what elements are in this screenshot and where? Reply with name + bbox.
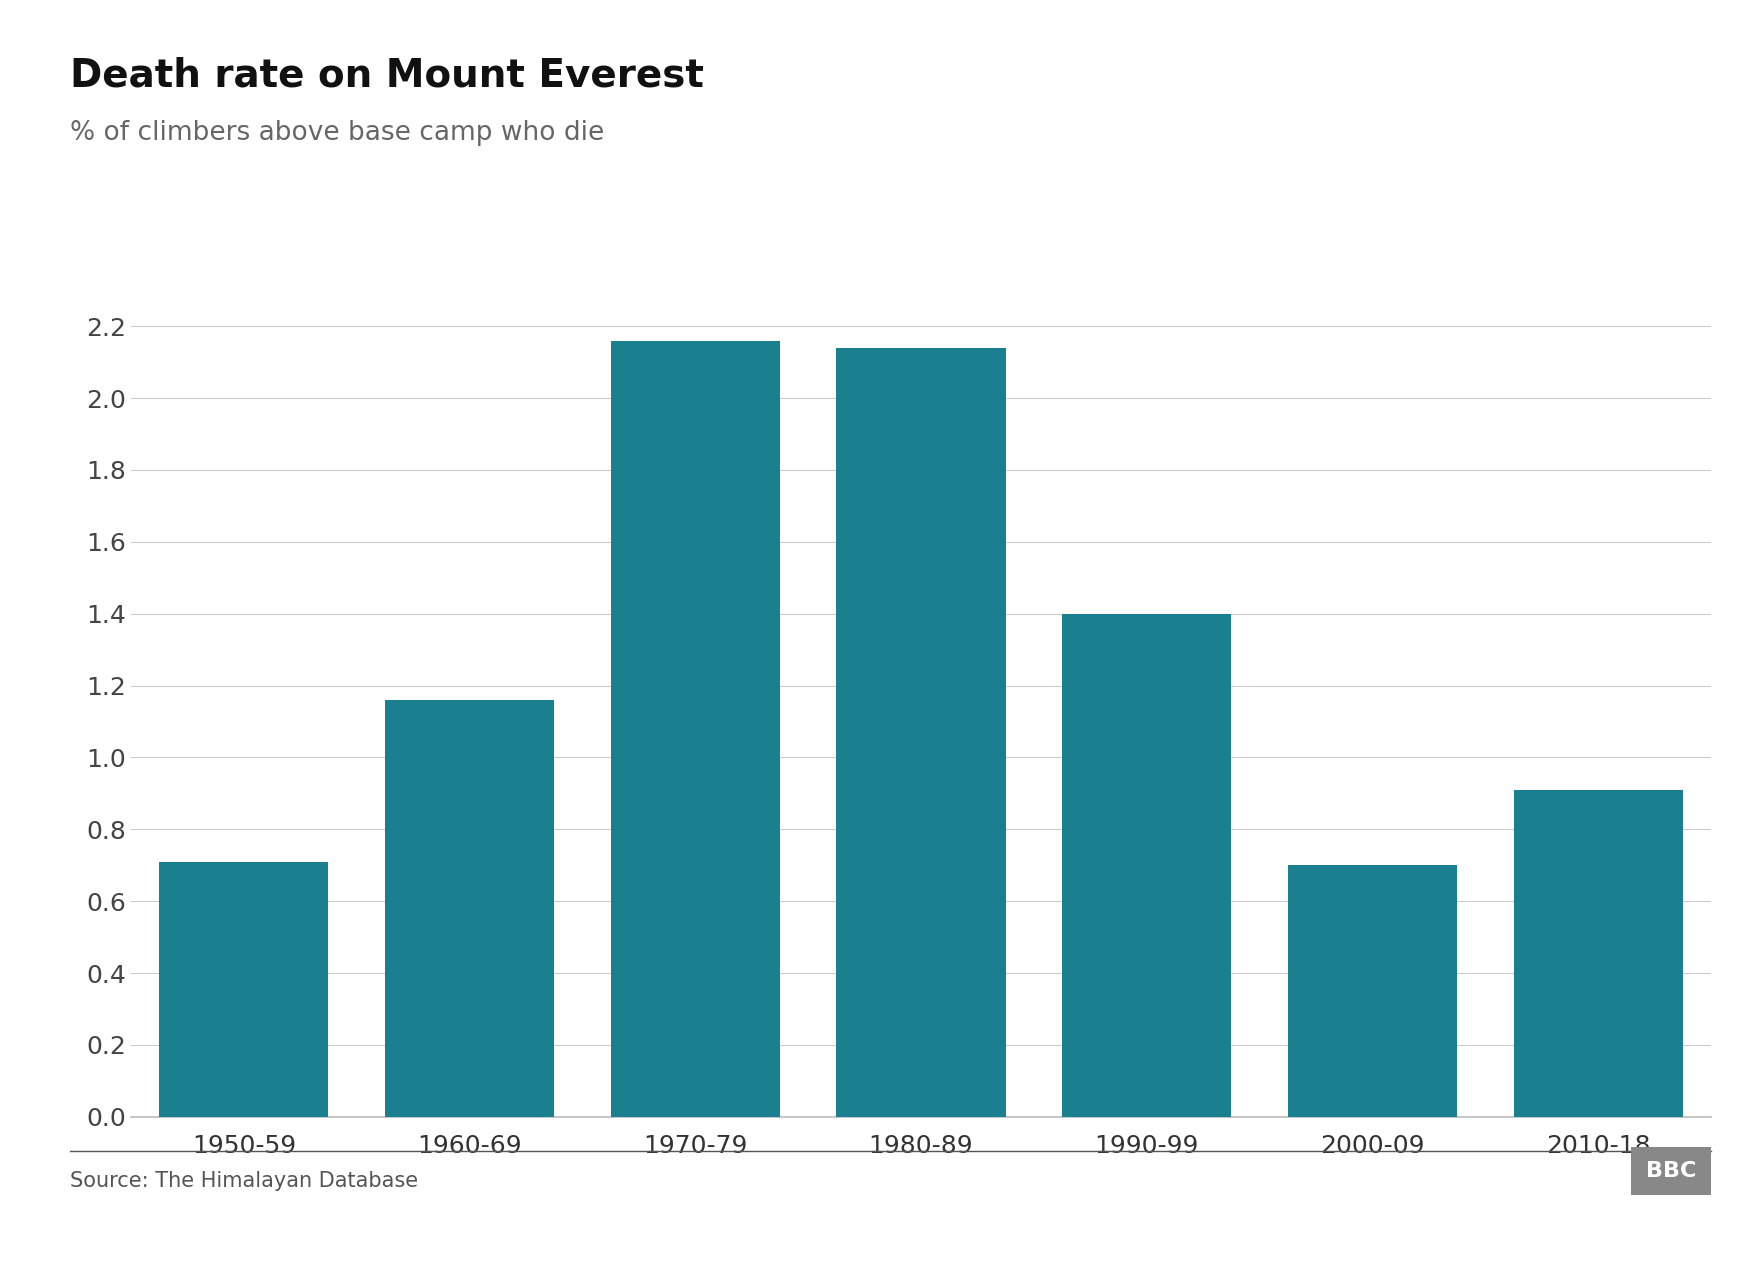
Text: Source: The Himalayan Database: Source: The Himalayan Database (70, 1171, 417, 1191)
Bar (611, 341, 780, 1117)
Text: Death rate on Mount Everest: Death rate on Mount Everest (70, 57, 704, 95)
Bar (1514, 790, 1683, 1117)
Text: % of climbers above base camp who die: % of climbers above base camp who die (70, 120, 604, 146)
Bar (384, 700, 553, 1117)
Bar (1062, 613, 1231, 1117)
Bar (159, 862, 328, 1117)
Bar (836, 348, 1006, 1117)
Bar (1289, 866, 1458, 1117)
Text: BBC: BBC (1646, 1161, 1695, 1181)
